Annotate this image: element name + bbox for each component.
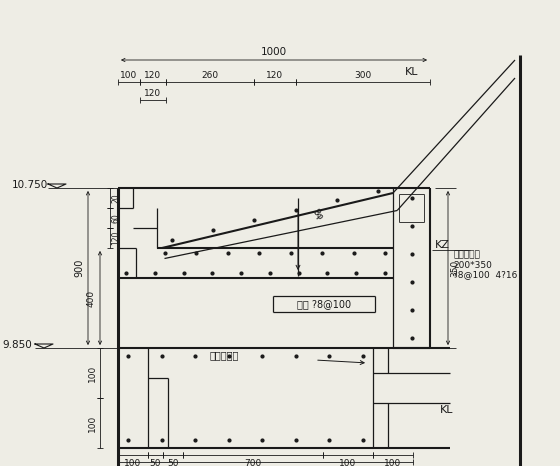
Text: 120: 120: [144, 70, 162, 80]
Text: 1000: 1000: [261, 47, 287, 57]
Text: 50: 50: [150, 459, 161, 466]
Text: 原支座负筋: 原支座负筋: [210, 350, 239, 360]
Text: 100: 100: [384, 459, 402, 466]
Text: ?8@100  4?16: ?8@100 4?16: [453, 270, 517, 280]
Text: 700: 700: [244, 459, 262, 466]
Text: 120: 120: [144, 89, 162, 97]
Text: 120: 120: [111, 231, 120, 245]
Text: 锤入框架柱: 锤入框架柱: [453, 251, 480, 260]
Text: 8φ: 8φ: [311, 208, 325, 222]
Text: 100: 100: [87, 364, 96, 382]
Text: 260: 260: [202, 70, 218, 80]
Polygon shape: [48, 184, 66, 188]
Text: 100: 100: [124, 459, 142, 466]
Text: 300: 300: [354, 70, 372, 80]
Text: 350: 350: [450, 260, 460, 277]
Text: KL: KL: [440, 405, 454, 415]
Text: 200*350: 200*350: [453, 260, 492, 269]
Text: 100: 100: [87, 414, 96, 432]
Text: 10.750: 10.750: [12, 180, 48, 190]
Text: 100: 100: [120, 70, 138, 80]
Text: KL: KL: [405, 67, 418, 77]
Text: 20: 20: [111, 193, 120, 203]
Polygon shape: [35, 344, 53, 348]
Text: 双向 ?8@100: 双向 ?8@100: [297, 299, 351, 309]
Text: 400: 400: [86, 289, 96, 307]
Text: 60: 60: [111, 213, 120, 223]
Text: 120: 120: [267, 70, 283, 80]
Text: 100: 100: [339, 459, 357, 466]
Text: KZ: KZ: [435, 240, 450, 250]
Text: 9.850: 9.850: [2, 340, 32, 350]
Text: 50: 50: [167, 459, 179, 466]
Text: 900: 900: [74, 259, 84, 277]
